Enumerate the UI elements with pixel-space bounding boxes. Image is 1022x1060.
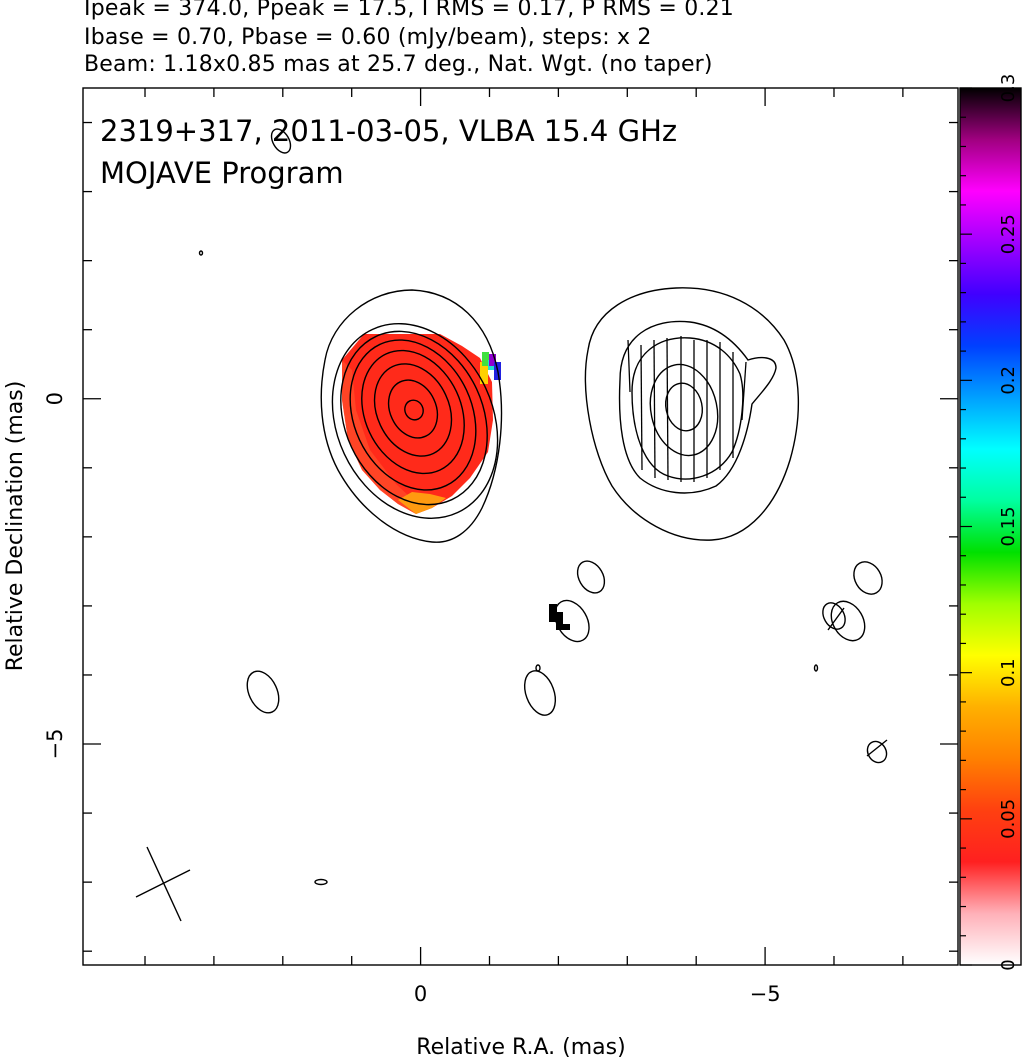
x-axis-title: Relative R.A. (mas) bbox=[416, 1035, 625, 1060]
y-tick-label: 0 bbox=[43, 392, 67, 405]
program-label: MOJAVE Program bbox=[100, 156, 344, 190]
colorbar-tick-label: 0.05 bbox=[998, 799, 1019, 839]
y-axis-title: Relative Declination (mas) bbox=[3, 381, 28, 672]
core-polarization-edge-yellow bbox=[480, 362, 488, 384]
colorbar-tick-label: 0.1 bbox=[998, 658, 1019, 687]
y-tick-label: −5 bbox=[43, 729, 67, 760]
colorbar: 0 0.05 0.1 0.15 0.2 0.25 0.3 bbox=[959, 74, 1022, 971]
colorbar-tick-label: 0.2 bbox=[998, 366, 1019, 395]
x-tick-label: 0 bbox=[414, 982, 427, 1006]
core-polarization-edge-violet bbox=[489, 354, 496, 366]
noise-polarization-patch bbox=[549, 604, 570, 630]
header-line-beam: Beam: 1.18x0.85 mas at 25.7 deg., Nat. W… bbox=[84, 52, 713, 77]
plot-frame bbox=[82, 87, 959, 966]
axis-tick-labels: 0 −5 0 −5 bbox=[43, 392, 781, 1006]
core-polarization-edge-green bbox=[482, 352, 489, 366]
source-name-label: 2319+317, 2011-03-05, VLBA 15.4 GHz bbox=[100, 114, 677, 148]
beam-cross bbox=[135, 846, 191, 922]
header-line-peaks: Ipeak = 374.0, Ppeak = 17.5, I RMS = 0.1… bbox=[84, 0, 734, 21]
header-line-base: Ibase = 0.70, Pbase = 0.60 (mJy/beam), s… bbox=[84, 25, 652, 50]
colorbar-tick-label: 0.15 bbox=[998, 506, 1019, 546]
colorbar-tick-label: 0 bbox=[998, 959, 1019, 970]
core-polarization-edge-orange bbox=[398, 492, 446, 514]
colorbar-tick-label: 0.25 bbox=[998, 214, 1019, 254]
total-intensity-contours bbox=[198, 128, 888, 886]
core-polarization-patch bbox=[342, 334, 493, 514]
x-tick-label: −5 bbox=[750, 982, 781, 1006]
colorbar-tick-label: 0.3 bbox=[998, 74, 1019, 103]
axis-ticks bbox=[83, 88, 958, 965]
